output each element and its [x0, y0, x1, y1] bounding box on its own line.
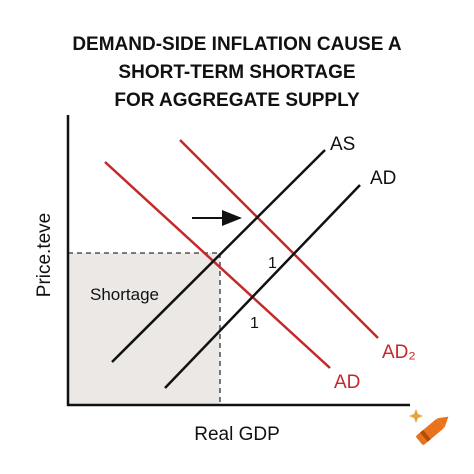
ad-red-curve: [104, 161, 331, 369]
title-line: SHORT-TERM SHORTAGE: [118, 62, 355, 83]
as-label: AS: [330, 134, 355, 155]
title-line: FOR AGGREGATE SUPPLY: [114, 90, 360, 111]
marker-label: 1: [268, 255, 277, 272]
ad-red-label: AD: [334, 372, 360, 393]
crayon-icon: [416, 416, 449, 445]
marker-label: 1: [250, 315, 259, 332]
y-axis-label: Price.teve: [34, 213, 55, 297]
title-line: DEMAND-SIDE INFLATION CAUSE A: [72, 34, 402, 55]
sparkle: [409, 409, 423, 423]
as-curve: [111, 149, 326, 363]
ad2-curve: [179, 139, 379, 339]
x-axis-label: Real GDP: [194, 424, 280, 445]
shortage-label: Shortage: [90, 285, 159, 304]
ad-black-curve: [164, 184, 361, 389]
ad2-label: AD₂: [382, 342, 416, 363]
ad-label: AD: [370, 168, 396, 189]
